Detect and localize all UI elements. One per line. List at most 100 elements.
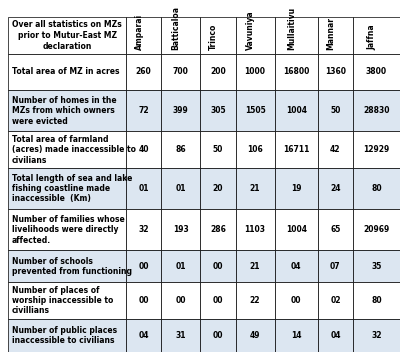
Text: Vavuniya: Vavuniya bbox=[246, 11, 255, 50]
Text: 1505: 1505 bbox=[245, 106, 266, 115]
Bar bbox=[275, 319, 318, 352]
Text: 14: 14 bbox=[291, 331, 302, 340]
Bar bbox=[353, 250, 400, 282]
Text: Total area of farmland
(acres) made inaccessible to
civilians: Total area of farmland (acres) made inac… bbox=[12, 135, 136, 165]
Bar bbox=[200, 17, 236, 54]
Bar bbox=[275, 168, 318, 209]
Bar bbox=[353, 131, 400, 168]
Text: 16711: 16711 bbox=[283, 145, 310, 154]
Text: 01: 01 bbox=[176, 262, 186, 271]
Bar bbox=[318, 54, 353, 90]
Bar bbox=[236, 168, 275, 209]
Text: Jaffna: Jaffna bbox=[368, 25, 376, 50]
Text: Number of families whose
livelihoods were directly
affected.: Number of families whose livelihoods wer… bbox=[12, 215, 124, 245]
Text: 50: 50 bbox=[330, 106, 340, 115]
Text: 28830: 28830 bbox=[363, 106, 390, 115]
Bar bbox=[8, 319, 126, 352]
Text: 00: 00 bbox=[213, 331, 223, 340]
Bar bbox=[236, 319, 275, 352]
Bar bbox=[200, 250, 236, 282]
Bar bbox=[161, 319, 200, 352]
Text: 1004: 1004 bbox=[286, 106, 307, 115]
Bar bbox=[8, 90, 126, 131]
Text: 32: 32 bbox=[371, 331, 382, 340]
Text: 1004: 1004 bbox=[286, 225, 307, 234]
Text: Mannar: Mannar bbox=[326, 17, 335, 50]
Text: 49: 49 bbox=[250, 331, 260, 340]
Text: 50: 50 bbox=[213, 145, 223, 154]
Bar bbox=[236, 90, 275, 131]
Text: Number of homes in the
MZs from which owners
were evicted: Number of homes in the MZs from which ow… bbox=[12, 96, 116, 126]
Text: 20969: 20969 bbox=[363, 225, 390, 234]
Bar bbox=[126, 54, 161, 90]
Text: 1000: 1000 bbox=[244, 68, 266, 76]
Bar bbox=[353, 54, 400, 90]
Text: 1360: 1360 bbox=[325, 68, 346, 76]
Bar bbox=[353, 17, 400, 54]
Bar bbox=[161, 168, 200, 209]
Bar bbox=[126, 168, 161, 209]
Bar bbox=[126, 131, 161, 168]
Text: 22: 22 bbox=[250, 296, 260, 305]
Bar bbox=[353, 282, 400, 319]
Bar bbox=[200, 54, 236, 90]
Text: 3800: 3800 bbox=[366, 68, 387, 76]
Text: 1103: 1103 bbox=[244, 225, 266, 234]
Text: 32: 32 bbox=[138, 225, 149, 234]
Text: Total length of sea and lake
fishing coastline made
inaccessible  (Km): Total length of sea and lake fishing coa… bbox=[12, 174, 132, 203]
Bar bbox=[126, 17, 161, 54]
Text: 86: 86 bbox=[175, 145, 186, 154]
Text: 305: 305 bbox=[210, 106, 226, 115]
Bar bbox=[200, 131, 236, 168]
Text: 02: 02 bbox=[330, 296, 341, 305]
Text: Mullaitivu: Mullaitivu bbox=[287, 7, 296, 50]
Bar bbox=[161, 209, 200, 250]
Bar bbox=[318, 282, 353, 319]
Bar bbox=[236, 54, 275, 90]
Bar bbox=[353, 319, 400, 352]
Bar bbox=[8, 282, 126, 319]
Bar bbox=[8, 54, 126, 90]
Bar bbox=[236, 131, 275, 168]
Text: Trinco: Trinco bbox=[209, 24, 218, 50]
Text: 399: 399 bbox=[173, 106, 188, 115]
Text: 00: 00 bbox=[138, 262, 149, 271]
Text: 35: 35 bbox=[371, 262, 382, 271]
Text: 00: 00 bbox=[213, 296, 223, 305]
Bar bbox=[275, 209, 318, 250]
Text: 80: 80 bbox=[371, 184, 382, 193]
Text: 65: 65 bbox=[330, 225, 340, 234]
Bar bbox=[161, 131, 200, 168]
Text: 72: 72 bbox=[138, 106, 149, 115]
Bar bbox=[8, 168, 126, 209]
Text: 04: 04 bbox=[291, 262, 302, 271]
Bar bbox=[200, 319, 236, 352]
Text: 16800: 16800 bbox=[283, 68, 310, 76]
Bar bbox=[275, 282, 318, 319]
Text: Number of schools
prevented from functioning: Number of schools prevented from functio… bbox=[12, 257, 132, 276]
Bar bbox=[8, 17, 126, 54]
Text: 19: 19 bbox=[291, 184, 302, 193]
Text: 00: 00 bbox=[213, 262, 223, 271]
Text: 286: 286 bbox=[210, 225, 226, 234]
Bar bbox=[275, 17, 318, 54]
Text: Amparai: Amparai bbox=[134, 14, 144, 50]
Bar bbox=[8, 131, 126, 168]
Text: 01: 01 bbox=[176, 184, 186, 193]
Bar bbox=[318, 168, 353, 209]
Bar bbox=[318, 131, 353, 168]
Bar bbox=[318, 209, 353, 250]
Bar bbox=[236, 250, 275, 282]
Text: Number of public places
inaccessible to civilians: Number of public places inaccessible to … bbox=[12, 326, 117, 345]
Bar bbox=[161, 250, 200, 282]
Bar bbox=[161, 90, 200, 131]
Text: 200: 200 bbox=[210, 68, 226, 76]
Text: Total area of MZ in acres: Total area of MZ in acres bbox=[12, 68, 119, 76]
Bar bbox=[318, 319, 353, 352]
Text: 01: 01 bbox=[138, 184, 149, 193]
Bar bbox=[353, 209, 400, 250]
Text: 12929: 12929 bbox=[363, 145, 390, 154]
Bar bbox=[200, 209, 236, 250]
Bar bbox=[275, 131, 318, 168]
Text: 00: 00 bbox=[138, 296, 149, 305]
